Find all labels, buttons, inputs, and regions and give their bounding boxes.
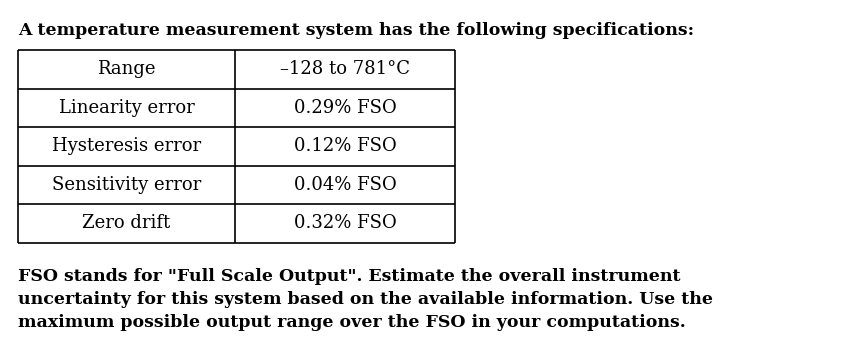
Text: 0.12% FSO: 0.12% FSO [293,137,396,155]
Text: Range: Range [98,60,156,78]
Text: 0.32% FSO: 0.32% FSO [293,214,396,232]
Text: Hysteresis error: Hysteresis error [52,137,201,155]
Text: 0.04% FSO: 0.04% FSO [293,176,396,194]
Text: FSO stands for "Full Scale Output". Estimate the overall instrument
uncertainty : FSO stands for "Full Scale Output". Esti… [18,268,713,331]
Text: Linearity error: Linearity error [59,99,194,117]
Text: 0.29% FSO: 0.29% FSO [293,99,396,117]
Text: Sensitivity error: Sensitivity error [52,176,201,194]
Text: Zero drift: Zero drift [82,214,170,232]
Text: –128 to 781°C: –128 to 781°C [280,60,410,78]
Text: A temperature measurement system has the following specifications:: A temperature measurement system has the… [18,22,695,39]
